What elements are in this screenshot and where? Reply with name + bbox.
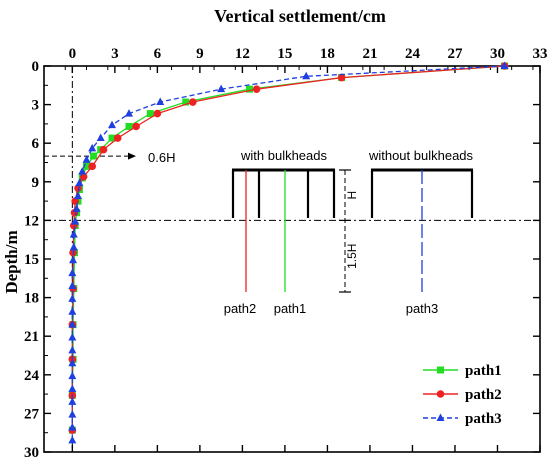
- data-point: [436, 390, 445, 398]
- without-bulkheads-label: without bulkheads: [368, 148, 474, 163]
- bulkhead-inset: with bulkheads without bulkheads path2 path…: [224, 148, 474, 316]
- data-point: [83, 162, 91, 170]
- data-point: [252, 85, 261, 93]
- data-point: [182, 98, 190, 106]
- data-point: [68, 397, 77, 405]
- data-point: [125, 122, 133, 130]
- x-tick-label: 27: [447, 46, 463, 62]
- dimension-15h-label: 1.5H: [345, 244, 359, 269]
- data-point: [68, 410, 77, 418]
- y-tick-label: 21: [24, 329, 39, 345]
- data-point: [72, 204, 81, 212]
- y-tick-label: 9: [32, 175, 40, 191]
- data-point: [437, 366, 444, 374]
- data-point: [69, 242, 78, 251]
- x-tick-label: 12: [235, 46, 250, 62]
- data-point: [245, 85, 253, 93]
- data-point: [68, 307, 77, 315]
- data-point: [96, 133, 105, 142]
- data-point: [68, 371, 77, 380]
- y-tick-label: 18: [24, 291, 39, 307]
- x-tick-label: 24: [405, 46, 421, 62]
- y-tick-label: 30: [24, 445, 39, 461]
- data-point: [68, 332, 77, 341]
- data-point: [68, 423, 77, 431]
- y-tick-label: 12: [24, 213, 39, 229]
- x-tick-label: 15: [277, 46, 292, 62]
- data-point: [68, 320, 77, 328]
- y-tick-label: 15: [24, 252, 39, 268]
- data-point: [74, 191, 83, 199]
- legend-label-path3: path3: [465, 411, 502, 427]
- data-point: [132, 122, 140, 131]
- data-point: [337, 73, 346, 82]
- y-tick-label: 6: [32, 136, 40, 152]
- data-point: [74, 184, 82, 193]
- data-point: [71, 217, 80, 225]
- data-point: [82, 155, 91, 163]
- data-point: [189, 98, 197, 106]
- data-point: [500, 61, 509, 69]
- series-line-path1: [71, 65, 505, 431]
- data-point: [146, 110, 154, 118]
- x-tick-label: 0: [69, 46, 77, 62]
- data-point: [302, 71, 311, 80]
- data-point: [68, 281, 77, 290]
- y-tick-label: 24: [24, 368, 40, 384]
- data-point: [68, 435, 77, 444]
- x-tick-label: 33: [533, 46, 548, 62]
- data-point: [68, 384, 77, 392]
- x-tick-label: 3: [111, 46, 119, 62]
- legend: path1 path2 path3: [423, 363, 502, 427]
- path1-label: path1: [274, 301, 307, 316]
- data-point: [99, 145, 108, 154]
- data-point: [78, 167, 87, 175]
- reference-arrowhead: [128, 152, 136, 160]
- y-tick-label: 27: [24, 406, 40, 422]
- data-point: [153, 109, 162, 118]
- x-tick-label: 21: [362, 46, 377, 62]
- data-point: [69, 255, 78, 264]
- data-point: [68, 268, 77, 277]
- series-layer: [68, 61, 509, 444]
- legend-label-path2: path2: [465, 387, 502, 403]
- y-tick-label: 0: [32, 59, 40, 75]
- x-tick-label: 30: [490, 46, 505, 62]
- path2-label: path2: [224, 301, 257, 316]
- x-tick-label: 6: [154, 46, 162, 62]
- data-point: [217, 84, 226, 93]
- series-path1: [68, 62, 509, 434]
- data-point: [90, 152, 98, 160]
- dimension-h-label: H: [345, 191, 359, 200]
- y-tick-label: 3: [32, 98, 40, 114]
- x-tick-label: 18: [320, 46, 335, 62]
- y-axis-title: Depth/m: [2, 230, 21, 293]
- data-point: [108, 134, 116, 142]
- data-point: [88, 143, 97, 152]
- data-point: [113, 134, 122, 142]
- data-point: [68, 345, 77, 354]
- data-point: [68, 294, 77, 302]
- data-point: [69, 230, 78, 238]
- data-point: [436, 413, 445, 421]
- data-point: [125, 109, 134, 117]
- x-tick-label: 9: [196, 46, 204, 62]
- data-point: [156, 97, 165, 106]
- axes: 0 3 6 9 12 15 18 21 24 27 30 33 0 3 6 9 12 15 18 21 24 27 30: [24, 46, 548, 461]
- legend-label-path1: path1: [465, 363, 502, 379]
- data-point: [88, 162, 96, 171]
- data-point: [68, 358, 77, 367]
- x-axis-title: Vertical settlement/cm: [214, 6, 386, 26]
- data-point: [75, 178, 84, 187]
- series-line-path2: [71, 65, 505, 431]
- with-bulkheads-label: with bulkheads: [240, 148, 327, 163]
- series-path3: [68, 61, 509, 444]
- series-path2: [68, 62, 509, 434]
- reference-label: 0.6H: [148, 150, 175, 165]
- data-point: [108, 120, 117, 129]
- path3-label: path3: [406, 301, 439, 316]
